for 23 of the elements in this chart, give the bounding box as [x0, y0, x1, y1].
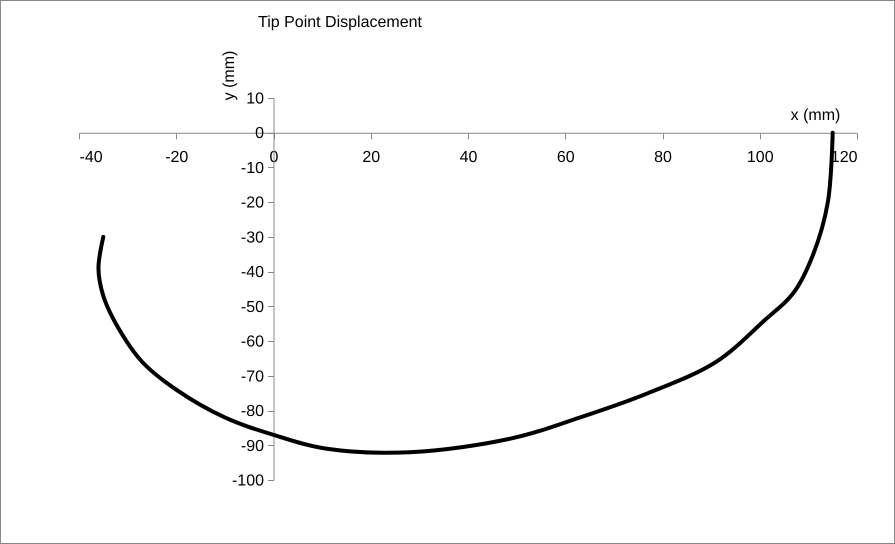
x-tick-label: 60 [556, 149, 575, 166]
chart-title: Tip Point Displacement [258, 14, 423, 32]
y-tick-label: 10 [246, 90, 264, 108]
y-tick-label: -50 [240, 298, 264, 316]
y-tick-label: -30 [240, 229, 264, 246]
x-tick-label: 100 [746, 149, 774, 166]
x-tick-label: -40 [80, 149, 103, 166]
x-tick-label: -20 [165, 149, 188, 166]
y-tick-label: -100 [232, 472, 264, 490]
x-tick-label: 20 [362, 149, 380, 166]
y-tick-label: -90 [240, 438, 264, 455]
y-axis-title: y (mm) [221, 50, 238, 100]
x-tick-label: 40 [460, 149, 478, 166]
x-tick-label: 80 [654, 149, 672, 166]
y-tick-label: -70 [240, 368, 264, 386]
y-tick-label: -40 [240, 264, 264, 282]
y-tick-label: -20 [240, 194, 264, 212]
x-axis-title: x (mm) [790, 107, 840, 124]
y-tick-label: -80 [240, 403, 264, 420]
y-tick-label: -10 [240, 160, 264, 177]
x-tick-label: 120 [830, 149, 858, 166]
y-tick-label: -60 [240, 334, 264, 351]
y-tick-label: 0 [255, 125, 264, 142]
